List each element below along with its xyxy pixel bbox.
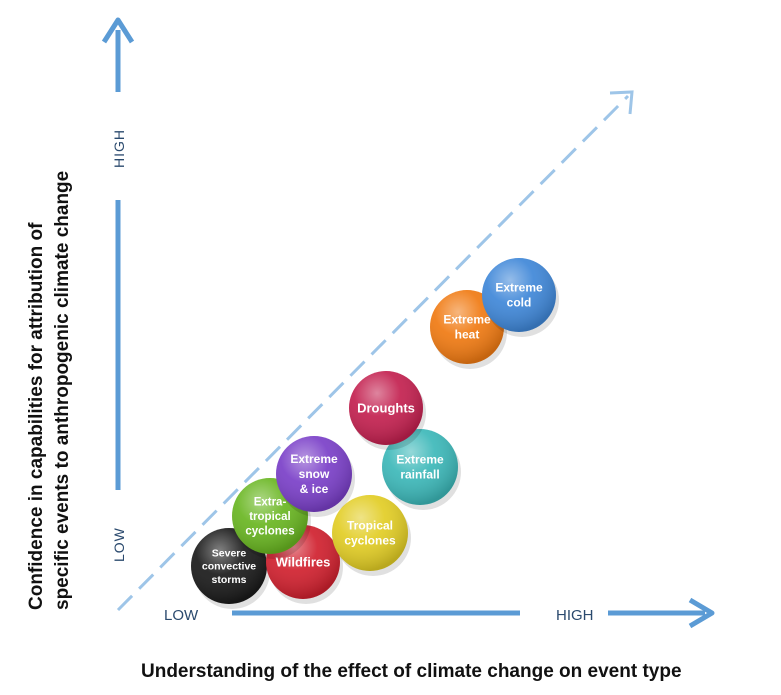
bubble-shine — [482, 258, 556, 332]
bubble-label: Tropical — [347, 519, 393, 533]
bubble-shine — [191, 528, 267, 604]
x-axis-title: Understanding of the effect of climate c… — [141, 661, 682, 682]
bubble-label: & ice — [300, 482, 329, 496]
bubble-label: Wildfires — [276, 555, 331, 570]
bubble-shine — [349, 371, 423, 445]
bubble-label: convective — [202, 561, 256, 573]
bubble-label: Severe — [212, 548, 247, 560]
bubble-label: Extra- — [254, 497, 287, 509]
y-axis-high-label: HIGH — [111, 129, 127, 168]
y-axis: HIGH LOW — [101, 17, 135, 562]
y-axis-title-line1: Confidence in capabilities for attributi… — [26, 222, 47, 610]
bubble-label: Extreme — [396, 453, 444, 467]
bubble-shine — [382, 429, 458, 505]
bubble-label: heat — [455, 328, 480, 342]
x-axis-low-label: LOW — [164, 607, 199, 624]
bubble-label: Droughts — [357, 401, 415, 416]
bubble-droughts: Droughts — [349, 371, 426, 450]
bubble-label: cold — [507, 296, 532, 310]
bubble-label: snow — [299, 467, 330, 481]
bubble-label: cyclones — [344, 534, 396, 548]
bubble-label: Extreme — [443, 313, 491, 327]
bubble-label: storms — [211, 574, 246, 586]
bubble-shine — [332, 495, 408, 571]
bubble-shine — [276, 436, 352, 512]
x-axis-high-label: HIGH — [556, 607, 594, 624]
bubble-label: tropical — [249, 511, 291, 523]
bubble-label: cyclones — [245, 525, 294, 537]
x-axis: LOW HIGH — [164, 597, 715, 629]
bubble-label: Extreme — [290, 452, 338, 466]
y-axis-low-label: LOW — [111, 527, 127, 562]
bubble-label: rainfall — [400, 468, 439, 482]
bubble-label: Extreme — [495, 281, 543, 295]
y-axis-title-line2: specific events to anthropogenic climate… — [52, 171, 73, 610]
y-axis-arrowhead — [101, 17, 135, 44]
x-axis-arrowhead — [688, 597, 715, 629]
diagonal-trend-arrow — [116, 90, 634, 612]
